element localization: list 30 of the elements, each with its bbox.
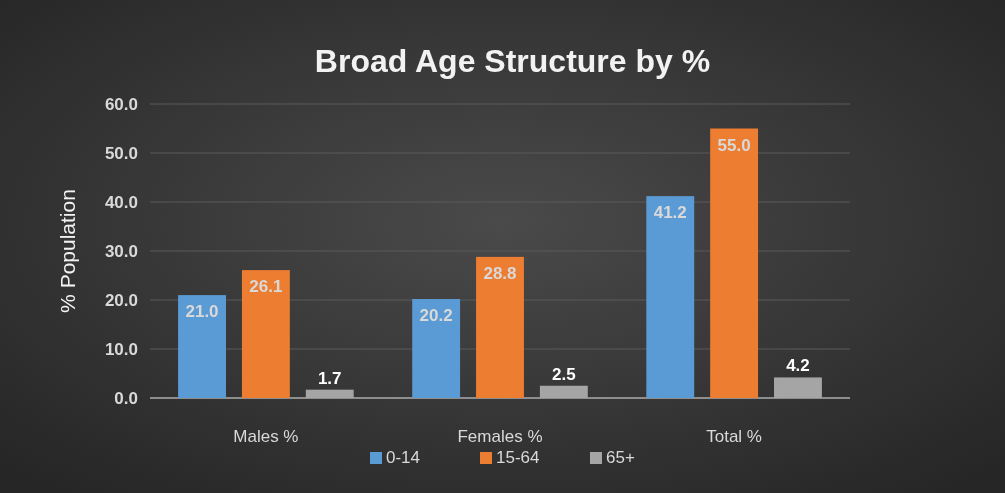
legend-label: 0-14	[386, 448, 421, 467]
bar	[178, 295, 226, 398]
y-tick-label: 10.0	[104, 340, 138, 359]
x-tick-label: Total %	[706, 427, 762, 446]
bar	[412, 299, 461, 398]
y-tick-label: 40.0	[104, 193, 138, 212]
data-label: 41.2	[653, 203, 687, 223]
legend-label: 65+	[606, 448, 635, 467]
data-label: 26.1	[249, 277, 283, 297]
y-tick-label: 50.0	[104, 144, 138, 163]
data-label: 55.0	[717, 135, 751, 155]
bar	[241, 270, 290, 398]
bar	[710, 128, 759, 398]
chart-title: Broad Age Structure by %	[314, 43, 711, 79]
bar	[476, 256, 524, 398]
legend-label: 15-64	[496, 448, 540, 467]
bar	[646, 196, 695, 398]
y-tick-label: 60.0	[104, 95, 138, 114]
x-tick-label: Males %	[233, 427, 299, 446]
data-label: 4.2	[786, 356, 810, 376]
data-label: 2.5	[552, 364, 576, 384]
y-tick-label: 0.0	[114, 389, 138, 408]
data-label: 1.7	[317, 368, 342, 388]
data-label: 21.0	[185, 302, 219, 322]
y-tick-label: 20.0	[104, 291, 138, 310]
x-tick-label: Females %	[457, 427, 543, 446]
y-axis-title: % Population	[56, 189, 79, 313]
data-label: 28.8	[483, 263, 517, 283]
y-tick-label: 30.0	[104, 242, 138, 261]
data-label: 20.2	[419, 306, 453, 326]
